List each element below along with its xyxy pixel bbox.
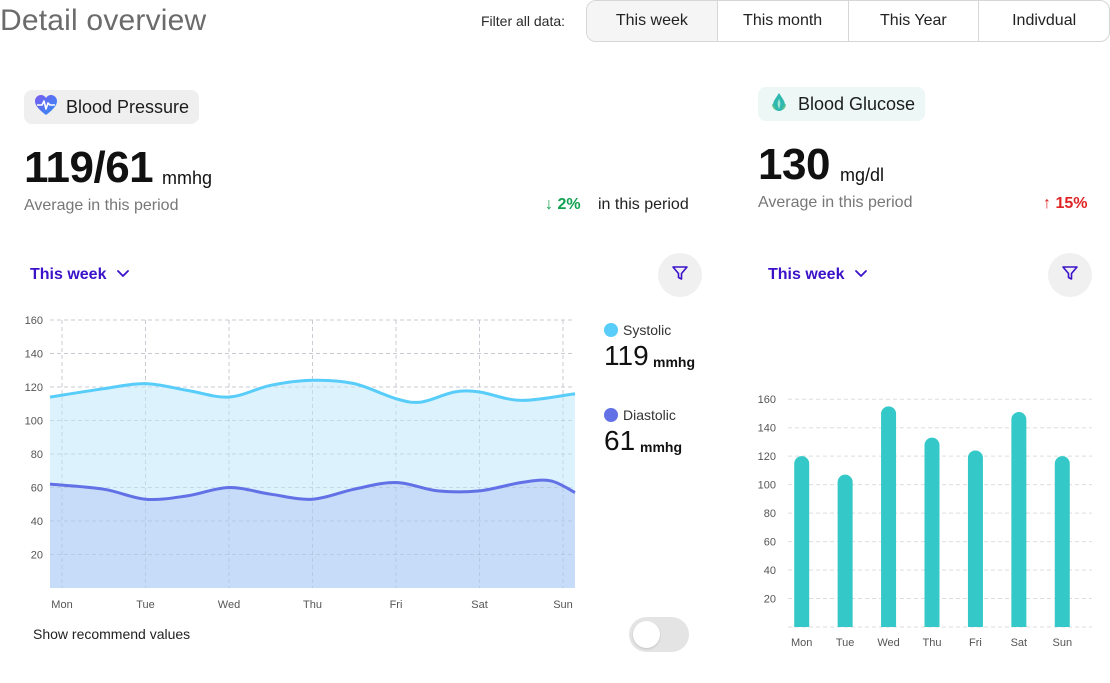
y-tick-label: 60 [764, 537, 776, 549]
blood-glucose-label: Blood Glucose [798, 93, 916, 114]
chevron-down-icon [854, 266, 868, 284]
x-tick-label: Fri [969, 637, 982, 649]
blood-pressure-delta: ↓ 2% [545, 196, 581, 213]
show-recommend-toggle[interactable] [629, 617, 689, 652]
bg-range-dropdown[interactable]: This week [768, 266, 868, 284]
glucose-bar-sun [1054, 456, 1070, 627]
x-tick-label: Mon [51, 599, 72, 611]
heart-icon [34, 94, 58, 121]
y-tick-label: 120 [25, 382, 43, 394]
y-tick-label: 60 [31, 483, 43, 495]
filter-icon [1061, 264, 1079, 287]
y-tick-label: 160 [25, 315, 43, 327]
diastolic-legend-unit: mmhg [640, 439, 682, 455]
blood-pressure-chart: 20 40 60 80 100 120 140 160 Mon Tue Wed Thu Fri Sat Su… [25, 315, 576, 611]
glucose-bar-mon [794, 456, 810, 627]
x-tick-label: Mon [791, 637, 812, 649]
x-tick-label: Tue [136, 599, 155, 611]
x-tick-label: Sat [1011, 637, 1028, 649]
blood-glucose-delta: ↑ 15% [1043, 195, 1088, 212]
bp-filter-button[interactable] [658, 253, 702, 297]
y-tick-label: 140 [758, 423, 776, 435]
filter-this-month[interactable]: This month [718, 1, 849, 41]
filter-label: Filter all data: [481, 13, 566, 29]
diastolic-line [49, 478, 576, 501]
chevron-down-icon [116, 266, 130, 284]
glucose-bar-thu [924, 437, 940, 627]
diastolic-legend-value: 61 [604, 425, 636, 456]
y-tick-label: 20 [764, 594, 776, 606]
systolic-legend-dot [604, 323, 618, 337]
blood-glucose-chart: 20 40 60 80 100 120 140 160 Mon Tue Wed Thu Fri Sat Su… [758, 394, 1092, 649]
systolic-line [49, 378, 576, 404]
y-tick-label: 100 [758, 480, 776, 492]
glucose-bar-sat [1011, 412, 1027, 627]
x-tick-label: Tue [836, 637, 855, 649]
x-tick-label: Wed [877, 637, 899, 649]
y-tick-label: 20 [31, 550, 43, 562]
y-tick-label: 40 [31, 516, 43, 528]
glucose-bar-fri [967, 450, 983, 627]
show-recommend-label: Show recommend values [33, 626, 191, 642]
toggle-knob [633, 621, 660, 648]
x-tick-label: Fri [390, 599, 403, 611]
x-tick-label: Wed [218, 599, 240, 611]
glucose-bar-wed [881, 406, 897, 627]
blood-glucose-tag: Blood Glucose [758, 87, 926, 121]
bg-filter-button[interactable] [1048, 253, 1092, 297]
diastolic-legend-dot [604, 408, 618, 422]
x-tick-label: Thu [303, 599, 322, 611]
glucose-bar-tue [837, 474, 853, 627]
blood-pressure-value: 119/61 [24, 143, 154, 192]
drop-leaf-icon [768, 91, 790, 118]
time-filter-segmented-control: This week This month This Year Indivdual [586, 0, 1110, 42]
y-tick-label: 100 [25, 416, 43, 428]
x-tick-label: Thu [923, 637, 942, 649]
blood-glucose-unit: mg/dl [840, 165, 885, 185]
y-tick-label: 120 [758, 451, 776, 463]
systolic-legend-unit: mmhg [653, 354, 695, 370]
y-tick-label: 80 [764, 508, 776, 520]
diastolic-legend-name: Diastolic [623, 407, 676, 423]
filter-icon [671, 264, 689, 287]
y-tick-label: 140 [25, 349, 43, 361]
systolic-legend-value: 119 [604, 340, 649, 371]
blood-glucose-value: 130 [758, 140, 830, 189]
bp-range-label: This week [30, 266, 107, 283]
x-tick-label: Sun [553, 599, 573, 611]
x-tick-label: Sun [1052, 637, 1072, 649]
blood-pressure-label: Blood Pressure [66, 96, 190, 117]
blood-pressure-unit: mmhg [162, 168, 213, 188]
y-tick-label: 160 [758, 394, 776, 406]
bp-range-dropdown[interactable]: This week [30, 266, 130, 284]
filter-this-week[interactable]: This week [587, 1, 718, 41]
diastolic-area [50, 480, 575, 588]
filter-individual[interactable]: Indivdual [1012, 12, 1077, 29]
x-tick-label: Sat [471, 599, 488, 611]
page-title: Detail overview [0, 4, 207, 37]
blood-pressure-subtitle: Average in this period [24, 197, 179, 214]
blood-pressure-period-label: in this period [598, 196, 689, 213]
y-tick-label: 40 [764, 565, 776, 577]
bg-range-label: This week [768, 266, 845, 283]
blood-pressure-tag: Blood Pressure [24, 90, 200, 124]
y-tick-label: 80 [31, 449, 43, 461]
blood-glucose-subtitle: Average in this period [758, 194, 913, 211]
systolic-legend-name: Systolic [623, 322, 672, 338]
filter-this-year[interactable]: This Year [849, 1, 980, 41]
